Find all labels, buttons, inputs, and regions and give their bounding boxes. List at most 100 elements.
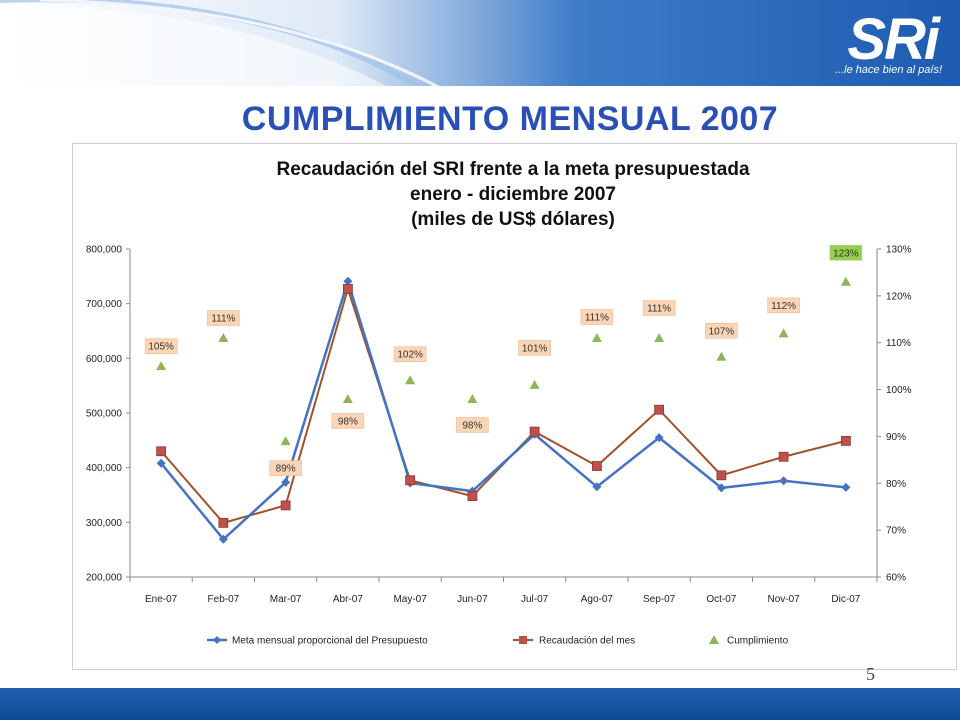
recaudacion-line	[160, 285, 847, 525]
y-left-tick-label: 200,000	[86, 573, 123, 584]
chart-frame	[72, 143, 957, 670]
recaudacion-point	[156, 446, 167, 457]
x-tick-label: Dic-07	[831, 594, 860, 605]
data-label-box	[767, 297, 800, 314]
cumplimiento-point	[405, 375, 416, 385]
cumplimiento-point	[716, 351, 727, 361]
x-tick-label: Oct-07	[706, 594, 736, 605]
recaudacion-point	[280, 500, 291, 511]
x-tick-label: Abr-07	[333, 594, 363, 605]
data-label-box	[331, 413, 365, 429]
data-label-box	[207, 310, 240, 326]
y-right-tick-label: 90%	[886, 432, 906, 443]
cumplimiento-point	[591, 333, 602, 343]
x-tick-label: Mar-07	[270, 594, 302, 605]
cumplimiento-point	[342, 393, 353, 403]
cumplimiento-point	[467, 393, 478, 403]
meta-point	[841, 482, 851, 492]
x-tick-label: Feb-07	[208, 594, 240, 605]
data-label-box	[705, 323, 738, 339]
y-left-tick-label: 500,000	[86, 409, 123, 420]
y-left-tick-label: 600,000	[86, 354, 123, 365]
legend-recaudacion-label: Recaudación del mes	[539, 636, 635, 647]
cumplimiento-point	[218, 333, 229, 343]
y-right-tick-label: 100%	[886, 385, 912, 396]
y-left-tick-label: 800,000	[86, 245, 123, 256]
x-tick-label: Nov-07	[768, 594, 801, 605]
cumplimiento-point	[280, 436, 291, 446]
chart-title-line-3: (miles de US$ dólares)	[411, 209, 615, 230]
y-right-tick-label: 80%	[886, 479, 906, 490]
meta-point	[654, 433, 664, 443]
legend-cumplimiento-marker	[709, 635, 719, 644]
x-tick-label: Ago-07	[581, 594, 614, 605]
cumplimiento-point	[529, 379, 540, 389]
chart-title: Recaudación del SRI frente a la meta pre…	[78, 157, 948, 232]
sri-logo: SRi	[847, 7, 940, 72]
data-label: 102%	[397, 350, 423, 361]
footer-band	[0, 688, 960, 720]
legend-meta-marker	[213, 636, 221, 644]
recaudacion-point	[529, 426, 540, 437]
data-label: 98%	[338, 416, 358, 427]
data-label-box	[144, 338, 178, 354]
logo-tagline: ...le hace bien al país!	[834, 64, 942, 76]
legend-meta-label: Meta mensual proporcional del Presupuest…	[232, 636, 428, 647]
page-number: 5	[866, 664, 875, 684]
y-left-tick-label: 400,000	[86, 463, 123, 474]
x-tick-label: Jun-07	[457, 594, 488, 605]
y-right-tick-label: 60%	[886, 573, 906, 584]
meta-point	[343, 276, 353, 286]
y-right-tick-label: 130%	[886, 245, 912, 256]
meta-point	[716, 483, 726, 493]
x-tick-label: Jul-07	[521, 594, 549, 605]
data-label: 107%	[709, 326, 735, 337]
cumplimiento-point	[156, 361, 167, 371]
chart-title-line-1: Recaudación del SRI frente a la meta pre…	[276, 159, 750, 180]
recaudacion-point	[778, 451, 789, 462]
y-right-tick-label: 120%	[886, 291, 912, 302]
meta-point	[281, 477, 291, 487]
data-label-box	[393, 346, 427, 362]
x-tick-label: May-07	[393, 594, 427, 605]
data-label: 112%	[771, 301, 796, 312]
data-label: 111%	[585, 313, 609, 324]
data-label-box	[456, 417, 489, 433]
recaudacion-point	[467, 491, 478, 501]
recaudacion-point	[218, 517, 229, 528]
x-tick-label: Ene-07	[145, 594, 178, 605]
legend-recaudacion-marker	[519, 636, 527, 644]
meta-line	[160, 277, 847, 542]
y-left-tick-label: 700,000	[86, 299, 123, 310]
meta-point	[592, 482, 602, 492]
data-label-box	[829, 245, 863, 261]
legend-cumplimiento-label: Cumplimiento	[727, 636, 789, 647]
y-right-tick-label: 110%	[886, 338, 911, 349]
meta-point	[156, 458, 166, 468]
recaudacion-point	[716, 470, 727, 481]
y-right-tick-label: 70%	[886, 526, 906, 537]
data-label-box	[642, 300, 676, 316]
data-label: 105%	[148, 342, 174, 353]
meta-point	[779, 476, 789, 486]
header-band	[0, 0, 960, 90]
cumplimiento-point	[654, 333, 665, 343]
recaudacion-point	[405, 475, 416, 486]
meta-point	[218, 534, 228, 544]
recaudacion-point	[342, 284, 353, 294]
y-left-tick-label: 300,000	[86, 518, 123, 529]
data-label: 123%	[833, 248, 859, 259]
cumplimiento-point	[840, 276, 851, 286]
slide-title: CUMPLIMIENTO MENSUAL 2007	[241, 100, 779, 138]
data-label-box	[580, 309, 614, 325]
x-tick-label: Sep-07	[643, 594, 676, 605]
recaudacion-point	[591, 461, 602, 471]
data-label-box	[269, 460, 302, 476]
recaudacion-point	[840, 435, 851, 446]
data-label: 111%	[647, 304, 671, 315]
chart-title-line-2: enero - diciembre 2007	[410, 184, 616, 205]
data-label: 89%	[276, 464, 296, 475]
cumplimiento-point	[778, 328, 789, 338]
data-label: 111%	[211, 314, 235, 325]
